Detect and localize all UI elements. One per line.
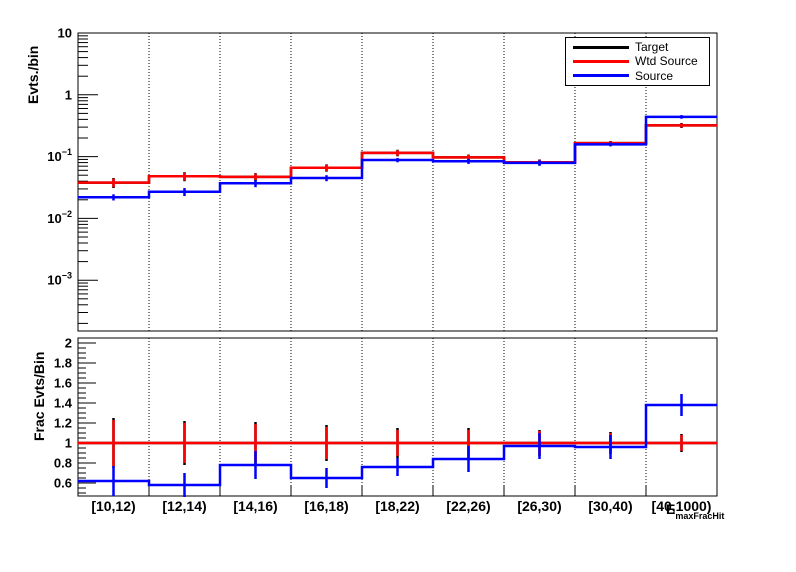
evts-hist	[78, 115, 717, 201]
svg-text:1.2: 1.2	[54, 416, 72, 431]
svg-text:[10,12): [10,12)	[91, 498, 135, 514]
legend-swatch-1	[573, 59, 629, 63]
legend-label-source: Source	[635, 68, 674, 83]
axis-ticks	[77, 32, 718, 496]
x-axis-bin-labels: [10,12) [12,14) [14,16) [16,18) [18,22) [22,2…	[91, 498, 711, 514]
legend[interactable]: Target Wtd Source Source	[565, 37, 710, 86]
x-axis-title-main: E	[666, 501, 676, 517]
svg-text:10−2: 10−2	[47, 209, 72, 226]
ratio-hist-source	[78, 394, 717, 497]
svg-text:[26,30): [26,30)	[517, 498, 561, 514]
ratio-hist	[78, 394, 717, 497]
x-axis-title-subscript: maxFracHit	[675, 511, 725, 522]
svg-text:[30,40): [30,40)	[588, 498, 632, 514]
svg-text:1: 1	[65, 436, 72, 451]
svg-text:[14,16): [14,16)	[233, 498, 277, 514]
panel-frames	[77, 32, 718, 497]
legend-label-wtd-source: Wtd Source	[635, 54, 698, 69]
svg-text:1.4: 1.4	[54, 396, 73, 411]
legend-item-wtd-source: Wtd Source	[566, 55, 709, 68]
legend-label-target: Target	[635, 40, 669, 55]
svg-text:10−1: 10−1	[47, 147, 72, 164]
evts-hist-wtd-source	[78, 123, 717, 188]
svg-text:0.6: 0.6	[54, 476, 72, 491]
svg-text:1.8: 1.8	[54, 356, 72, 371]
legend-swatch-0	[573, 45, 629, 49]
x-axis-title: EmaxFracHit	[666, 501, 725, 522]
legend-item-source: Source	[566, 69, 709, 82]
svg-text:[40,1000): [40,1000)	[652, 498, 712, 514]
svg-text:[16,18): [16,18)	[304, 498, 348, 514]
evts-hist-source-line	[78, 115, 717, 199]
svg-text:1.6: 1.6	[54, 376, 72, 391]
bin-edge-gridlines	[148, 33, 647, 496]
svg-text:1: 1	[65, 87, 72, 102]
svg-text:[22,26): [22,26)	[446, 498, 490, 514]
legend-item-target: Target	[566, 41, 709, 54]
svg-text:[18,22): [18,22)	[375, 498, 419, 514]
bottom-panel-frame	[77, 337, 718, 497]
svg-text:10−3: 10−3	[47, 271, 72, 288]
svg-text:[12,14): [12,14)	[162, 498, 206, 514]
evts-hist-source	[78, 115, 717, 201]
bottom-y-axis-title: Frac Evts/Bin	[31, 351, 47, 441]
svg-text:2: 2	[65, 336, 72, 351]
legend-swatch-2	[573, 74, 629, 78]
axis-tick-labels: 10 1 10−1 10−2 10−3 0.6 0.8 1 1.2 1.4 1.6 1.8 2	[47, 26, 72, 491]
svg-text:0.8: 0.8	[54, 456, 72, 471]
svg-text:10: 10	[58, 26, 72, 41]
top-y-axis-title: Evts./bin	[25, 45, 41, 104]
